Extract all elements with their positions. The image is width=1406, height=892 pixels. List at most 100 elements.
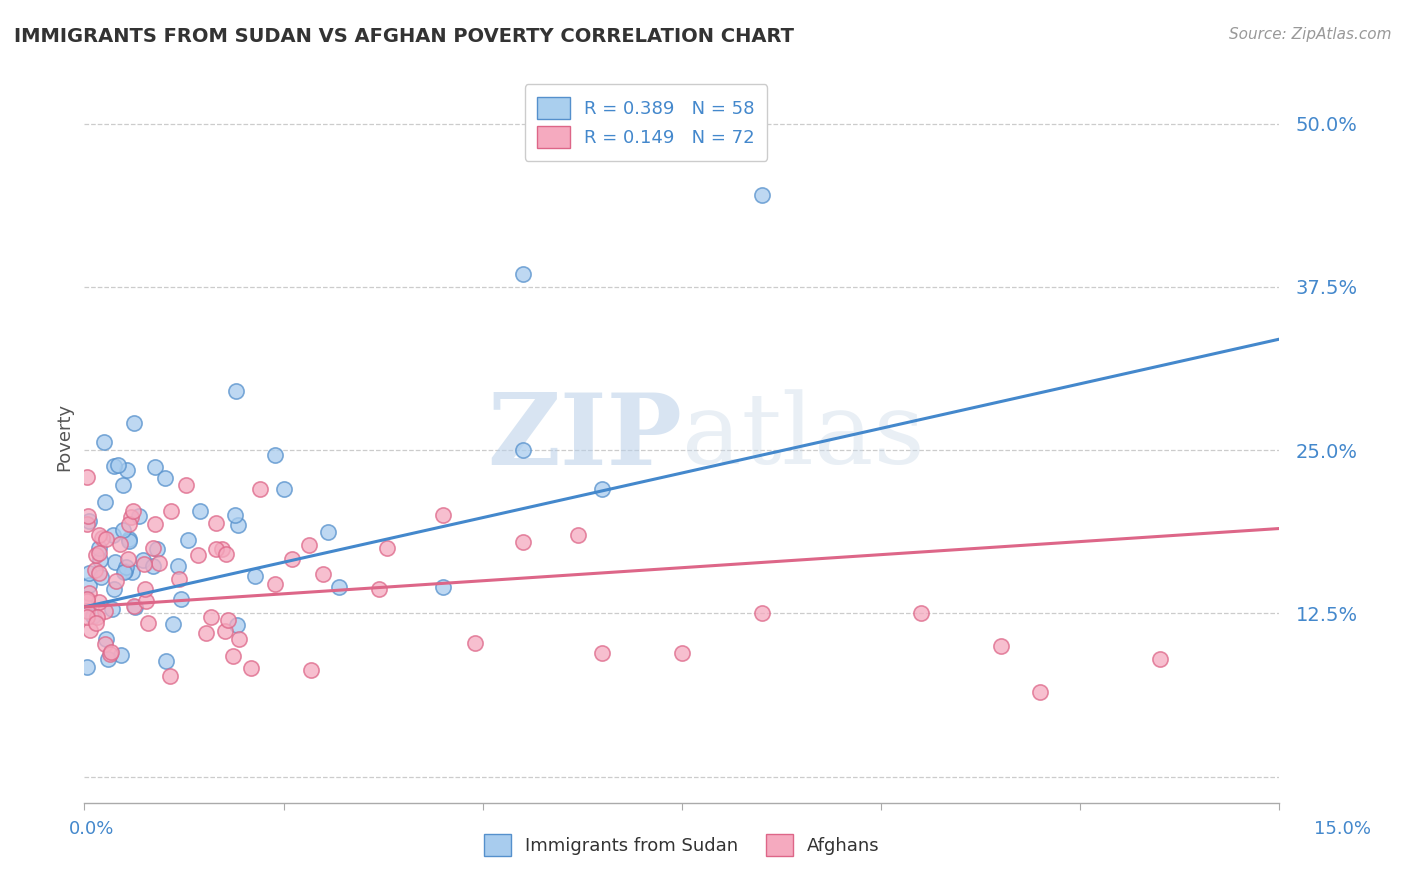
Point: [117, 463, 139, 477]
Point: [135, 594, 157, 608]
Point: [76, 659, 98, 673]
Point: [79, 514, 101, 528]
Point: [166, 558, 188, 573]
Point: [512, 443, 534, 458]
Point: [204, 542, 226, 557]
Point: [432, 580, 454, 594]
Point: [188, 504, 211, 518]
Point: [117, 552, 139, 566]
Point: [464, 636, 486, 650]
Point: [194, 625, 217, 640]
Point: [100, 645, 122, 659]
Point: [90, 531, 112, 545]
Point: [215, 547, 238, 561]
Text: 0.0%: 0.0%: [69, 820, 114, 838]
Point: [240, 661, 263, 675]
Point: [174, 477, 197, 491]
Point: [226, 518, 249, 533]
Point: [264, 577, 287, 591]
Point: [101, 602, 124, 616]
Point: [187, 549, 209, 563]
Point: [249, 483, 271, 497]
Point: [111, 477, 134, 491]
Point: [76, 592, 98, 607]
Point: [155, 471, 177, 485]
Point: [132, 557, 155, 571]
Point: [84, 548, 107, 562]
Point: [87, 566, 110, 581]
Point: [990, 639, 1012, 653]
Point: [87, 541, 110, 556]
Point: [148, 556, 170, 570]
Point: [93, 435, 115, 450]
Point: [118, 517, 141, 532]
Point: [105, 574, 128, 588]
Point: [94, 632, 117, 646]
Point: [160, 504, 183, 518]
Point: [114, 564, 136, 578]
Point: [82, 609, 104, 624]
Point: [145, 516, 167, 531]
Point: [226, 617, 249, 632]
Point: [76, 610, 98, 624]
Point: [264, 448, 287, 462]
Point: [134, 582, 156, 596]
Point: [169, 572, 191, 586]
Point: [76, 516, 98, 531]
Point: [225, 384, 247, 399]
Point: [118, 532, 141, 546]
Point: [121, 566, 143, 580]
Point: [217, 613, 239, 627]
Point: [159, 669, 181, 683]
Point: [751, 188, 773, 202]
Point: [87, 527, 110, 541]
Point: [312, 567, 335, 582]
Y-axis label: Poverty: Poverty: [55, 403, 73, 471]
Point: [124, 599, 146, 614]
Point: [1149, 652, 1171, 666]
Point: [122, 503, 145, 517]
Point: [200, 610, 222, 624]
Point: [87, 546, 110, 560]
Text: ZIP: ZIP: [486, 389, 682, 485]
Point: [97, 652, 120, 666]
Point: [281, 551, 304, 566]
Point: [77, 586, 100, 600]
Point: [142, 559, 165, 574]
Point: [204, 516, 226, 530]
Point: [77, 509, 100, 524]
Point: [122, 416, 145, 430]
Point: [222, 648, 245, 663]
Point: [107, 458, 129, 472]
Text: IMMIGRANTS FROM SUDAN VS AFGHAN POVERTY CORRELATION CHART: IMMIGRANTS FROM SUDAN VS AFGHAN POVERTY …: [14, 27, 794, 45]
Point: [512, 534, 534, 549]
Point: [214, 624, 236, 638]
Point: [567, 528, 589, 542]
Point: [89, 595, 111, 609]
Point: [103, 582, 125, 597]
Point: [211, 541, 233, 556]
Point: [111, 523, 134, 537]
Point: [299, 663, 322, 677]
Point: [146, 541, 169, 556]
Point: [143, 459, 166, 474]
Point: [76, 470, 98, 484]
Point: [98, 648, 121, 662]
Point: [90, 570, 112, 584]
Point: [177, 533, 200, 547]
Point: [96, 533, 118, 547]
Point: [910, 607, 932, 621]
Point: [751, 607, 773, 621]
Point: [132, 553, 155, 567]
Point: [128, 509, 150, 524]
Point: [94, 495, 117, 509]
Point: [591, 483, 613, 497]
Point: [367, 582, 389, 596]
Point: [93, 604, 115, 618]
Point: [114, 560, 136, 574]
Point: [117, 533, 139, 548]
Point: [112, 566, 135, 580]
Point: [103, 528, 125, 542]
Point: [243, 569, 266, 583]
Point: [89, 553, 111, 567]
